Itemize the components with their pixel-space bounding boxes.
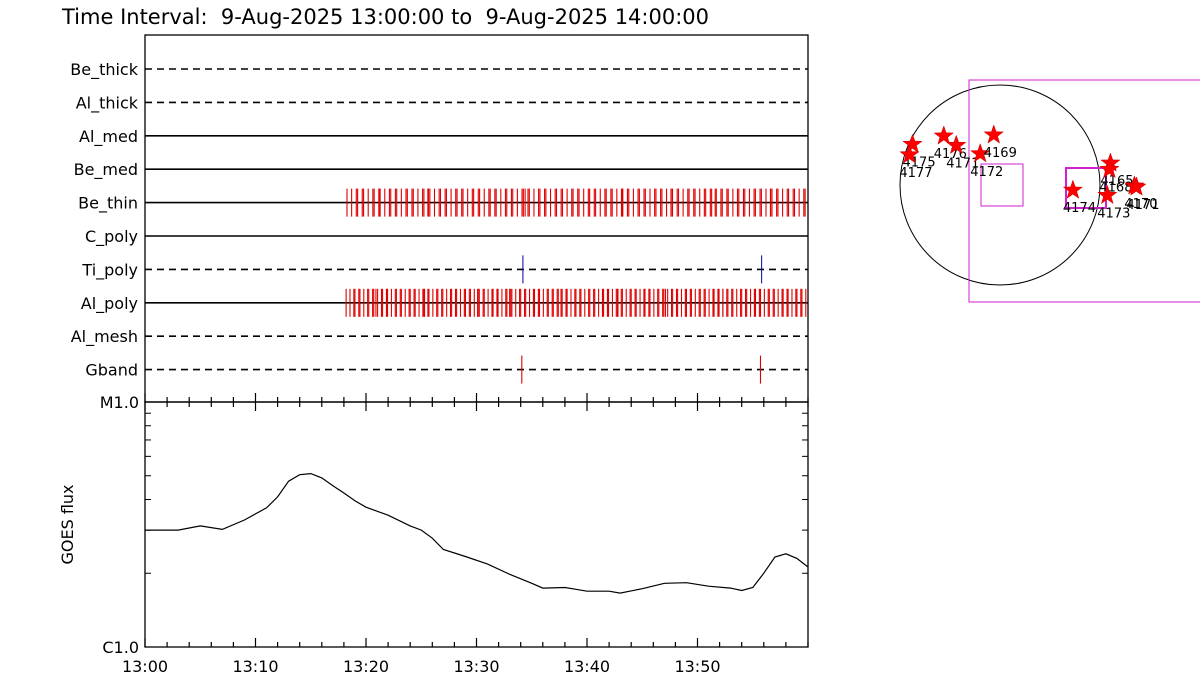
- y-axis-label: GOES flux: [58, 484, 77, 564]
- active-region-label: 4171: [1126, 198, 1159, 213]
- x-tick-label: 13:40: [564, 657, 610, 676]
- filter-label: Al_poly: [81, 294, 138, 314]
- active-region-star: [983, 124, 1005, 144]
- fov-box: [968, 79, 1200, 303]
- solar-limb: [899, 84, 1101, 286]
- x-tick-label: 13:30: [453, 657, 499, 676]
- active-region-label: 4174: [1063, 201, 1096, 216]
- active-region-star: [969, 143, 991, 163]
- y-tick-label: M1.0: [100, 393, 139, 412]
- active-region-star: [1126, 176, 1147, 196]
- x-tick-label: 13:00: [122, 657, 168, 676]
- x-tick-label: 13:20: [343, 657, 389, 676]
- timeline-frame: [144, 34, 809, 403]
- active-region-star: [1062, 179, 1084, 199]
- goes-frame: [144, 401, 809, 648]
- filter-label: Be_thin: [78, 194, 138, 214]
- active-region-label: 4169: [984, 146, 1017, 161]
- filter-timeline: Be_thick Al_thick Al_med Be_med Be_thin C_pol…: [70, 34, 809, 403]
- x-tick-label: 13:50: [674, 657, 720, 676]
- active-region-star: [945, 134, 967, 155]
- filter-label: Be_med: [74, 160, 138, 180]
- active-region-label: 4172: [970, 165, 1003, 180]
- filter-label: Ti_poly: [81, 260, 138, 280]
- filter-label: C_poly: [85, 227, 138, 247]
- active-region-label: 4177: [899, 166, 932, 181]
- x-tick-label: 13:10: [232, 657, 278, 676]
- y-tick-label: C1.0: [102, 638, 139, 657]
- active-region-star: [902, 133, 923, 154]
- active-region-label: 4165: [1100, 174, 1133, 189]
- active-region-label: 4171: [946, 156, 979, 171]
- goes-flux-plot: M1.0 C1.0 GOES flux 13:00 13:10 13:20 13:30 13:…: [58, 393, 809, 676]
- active-region-label: 4173: [1097, 206, 1130, 221]
- filter-label: Al_mesh: [71, 327, 138, 347]
- time-interval-title: Time Interval: 9-Aug-2025 13:00:00 to 9-…: [61, 5, 709, 29]
- active-region-star: [899, 144, 920, 164]
- active-region-label: 4170: [1124, 197, 1157, 212]
- goes-flux-curve: [145, 472, 809, 594]
- active-region-star: [1097, 184, 1118, 205]
- fov-box: [980, 163, 1024, 207]
- filter-label: Al_thick: [76, 93, 139, 113]
- filter-label: Al_med: [79, 127, 138, 147]
- active-region-star: [1099, 158, 1120, 179]
- filter-label: Gband: [85, 361, 138, 380]
- active-region-star: [933, 125, 955, 145]
- filter-label: Be_thick: [70, 60, 138, 80]
